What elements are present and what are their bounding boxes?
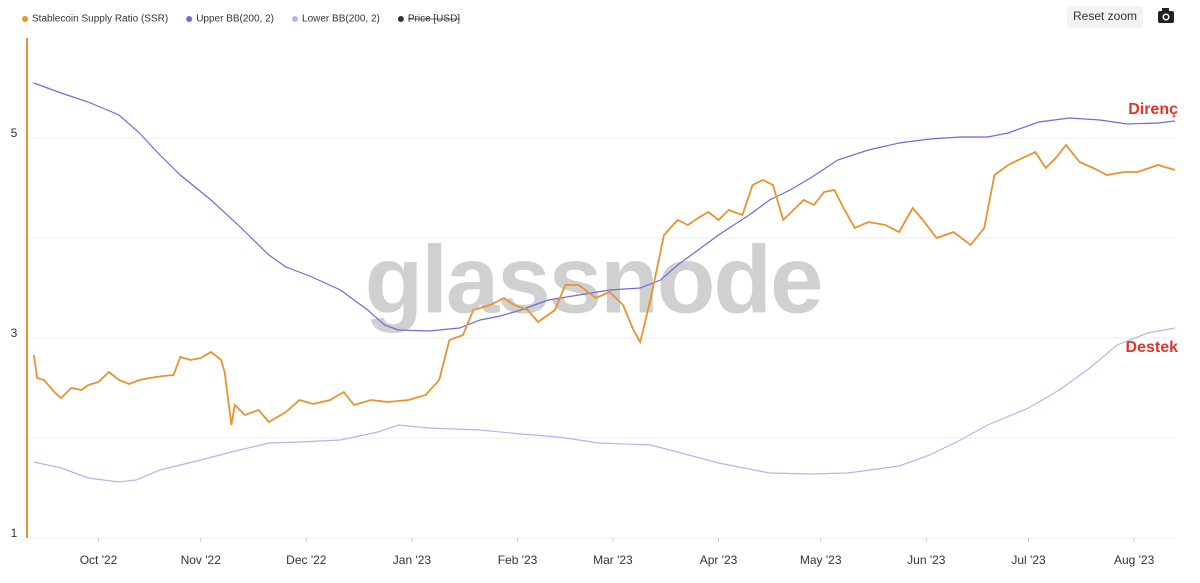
legend-marker: [186, 16, 193, 22]
x-tick-label: May '23: [800, 553, 842, 567]
y-tick-label: 3: [11, 326, 18, 340]
y-tick-label: 1: [11, 526, 18, 540]
x-tick-label: Nov '22: [181, 553, 222, 567]
series-line: [33, 82, 1176, 332]
camera-icon[interactable]: [1158, 8, 1174, 23]
y-tick-label: 5: [11, 126, 18, 140]
legend-label: Stablecoin Supply Ratio (SSR): [32, 14, 168, 25]
x-tick-label: Oct '22: [80, 553, 118, 567]
series-line: [33, 327, 1176, 483]
annotation: Destek: [1126, 339, 1179, 356]
reset-zoom-label[interactable]: Reset zoom: [1073, 9, 1137, 23]
legend-marker: [292, 16, 299, 22]
x-tick-label: Jul '23: [1011, 553, 1046, 567]
series-line: [32, 143, 1176, 426]
x-tick-label: Mar '23: [593, 553, 633, 567]
x-tick-label: Apr '23: [700, 553, 738, 567]
legend-marker: [397, 16, 404, 22]
legend-label: Upper BB(200, 2): [196, 14, 274, 25]
x-tick-label: Aug '23: [1114, 553, 1155, 567]
watermark: glassnode: [365, 226, 822, 333]
x-tick-label: Jun '23: [907, 553, 946, 567]
annotation: Direnç: [1128, 101, 1178, 118]
legend: Stablecoin Supply Ratio (SSR) Upper BB(20…: [22, 14, 460, 25]
x-tick-label: Feb '23: [498, 553, 538, 567]
reset-zoom-button[interactable]: [1067, 6, 1143, 28]
x-tick-label: Dec '22: [286, 553, 327, 567]
x-tick-label: Jan '23: [393, 553, 432, 567]
legend-marker: [22, 16, 28, 22]
legend-label: Lower BB(200, 2): [302, 14, 380, 25]
